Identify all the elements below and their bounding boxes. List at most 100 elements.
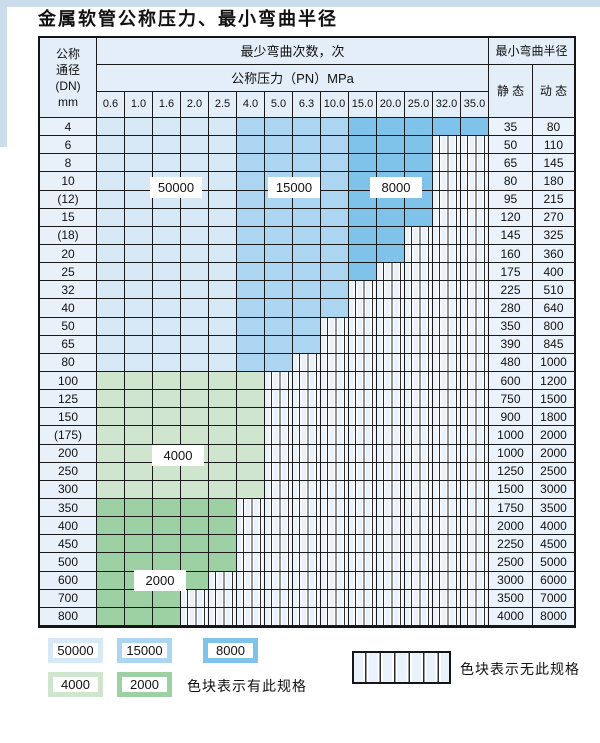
dn-header-line: (DN) — [55, 78, 81, 93]
no-spec-cell — [405, 372, 433, 391]
row-dn-label: 8 — [40, 154, 97, 173]
static-value: 480 — [489, 353, 533, 372]
no-spec-cell — [321, 444, 349, 463]
no-spec-cell — [293, 462, 321, 481]
no-spec-cell — [405, 480, 433, 499]
cycle-cell — [349, 154, 377, 173]
no-spec-cell — [321, 408, 349, 427]
cycle-cell — [125, 172, 153, 191]
cycle-cell — [237, 444, 265, 463]
cycle-cell — [125, 607, 153, 626]
no-spec-cell — [321, 317, 349, 336]
no-spec-cell — [461, 535, 489, 554]
min-bend-radius-header: 最小弯曲半径 — [489, 38, 574, 65]
cycle-cell — [97, 154, 125, 173]
cycle-cell — [209, 353, 237, 372]
cycle-cell — [237, 426, 265, 445]
row-dn-label: 150 — [40, 408, 97, 427]
cycle-cell — [125, 208, 153, 227]
no-spec-cell — [461, 426, 489, 445]
no-spec-cell — [265, 390, 293, 409]
no-spec-cell — [433, 535, 461, 554]
no-spec-cell — [321, 553, 349, 572]
cycle-cell — [209, 499, 237, 518]
no-spec-cell — [405, 390, 433, 409]
cycle-cell — [209, 190, 237, 209]
cycle-cell — [209, 444, 237, 463]
legend-has-spec-swatch: 4000 — [48, 672, 103, 697]
no-spec-cell — [293, 353, 321, 372]
row-dn-label: 65 — [40, 335, 97, 354]
no-spec-cell — [405, 517, 433, 536]
cycle-cell — [125, 444, 153, 463]
cycle-cell — [97, 208, 125, 227]
static-value: 3000 — [489, 571, 533, 590]
cycle-cell — [237, 372, 265, 391]
dynamic-value: 3000 — [533, 480, 574, 499]
cycle-cell — [293, 136, 321, 155]
no-spec-cell — [377, 444, 405, 463]
pressure-tick: 35.0 — [461, 92, 489, 118]
row-dn-label: 200 — [40, 444, 97, 463]
cycle-cell — [125, 589, 153, 608]
cycle-cell — [293, 281, 321, 300]
cycle-cell — [181, 118, 209, 137]
static-value: 390 — [489, 335, 533, 354]
cycle-cell — [377, 226, 405, 245]
no-spec-cell — [433, 426, 461, 445]
legend-swatch-label: 2000 — [122, 677, 167, 692]
no-spec-cell — [377, 390, 405, 409]
cycle-cell — [265, 281, 293, 300]
dynamic-value: 325 — [533, 226, 574, 245]
cycle-cell — [181, 245, 209, 264]
cycle-cell — [377, 245, 405, 264]
cycle-cell — [321, 118, 349, 137]
legend-has-spec-text: 色块表示有此规格 — [187, 678, 307, 694]
no-spec-cell — [433, 281, 461, 300]
legend-has-spec-swatch: 2000 — [117, 672, 172, 697]
no-spec-cell — [461, 444, 489, 463]
no-spec-cell — [321, 607, 349, 626]
no-spec-cell — [433, 208, 461, 227]
cycle-cell — [405, 136, 433, 155]
no-spec-cell — [433, 226, 461, 245]
cycle-cell — [153, 517, 181, 536]
cycle-cell — [265, 226, 293, 245]
no-spec-cell — [349, 335, 377, 354]
dynamic-value: 4000 — [533, 517, 574, 536]
no-spec-cell — [405, 317, 433, 336]
no-spec-cell — [181, 607, 209, 626]
row-dn-label: 700 — [40, 589, 97, 608]
cycle-cell — [181, 263, 209, 282]
cycle-cell — [209, 535, 237, 554]
no-spec-cell — [377, 263, 405, 282]
no-spec-cell — [349, 372, 377, 391]
static-value: 4000 — [489, 607, 533, 626]
cycle-cell — [125, 136, 153, 155]
dynamic-value: 145 — [533, 154, 574, 173]
cycle-cell — [265, 118, 293, 137]
cycle-count-label: 15000 — [268, 177, 320, 198]
cycle-cell — [209, 390, 237, 409]
no-spec-cell — [293, 517, 321, 536]
cycle-count-label: 4000 — [152, 445, 204, 466]
cycle-cell — [209, 408, 237, 427]
no-spec-cell — [461, 390, 489, 409]
no-spec-cell — [377, 517, 405, 536]
cycle-cell — [209, 136, 237, 155]
no-spec-cell — [265, 426, 293, 445]
cycle-cell — [125, 426, 153, 445]
cycle-cell — [153, 136, 181, 155]
no-spec-cell — [405, 571, 433, 590]
cycle-cell — [153, 390, 181, 409]
no-spec-cell — [321, 571, 349, 590]
no-spec-cell — [321, 426, 349, 445]
cycle-cell — [97, 426, 125, 445]
static-value: 1750 — [489, 499, 533, 518]
row-dn-label: 250 — [40, 462, 97, 481]
cycle-cell — [377, 118, 405, 137]
no-spec-cell — [461, 154, 489, 173]
cycle-cell — [97, 136, 125, 155]
page-edge-top — [0, 0, 600, 7]
no-spec-cell — [349, 299, 377, 318]
